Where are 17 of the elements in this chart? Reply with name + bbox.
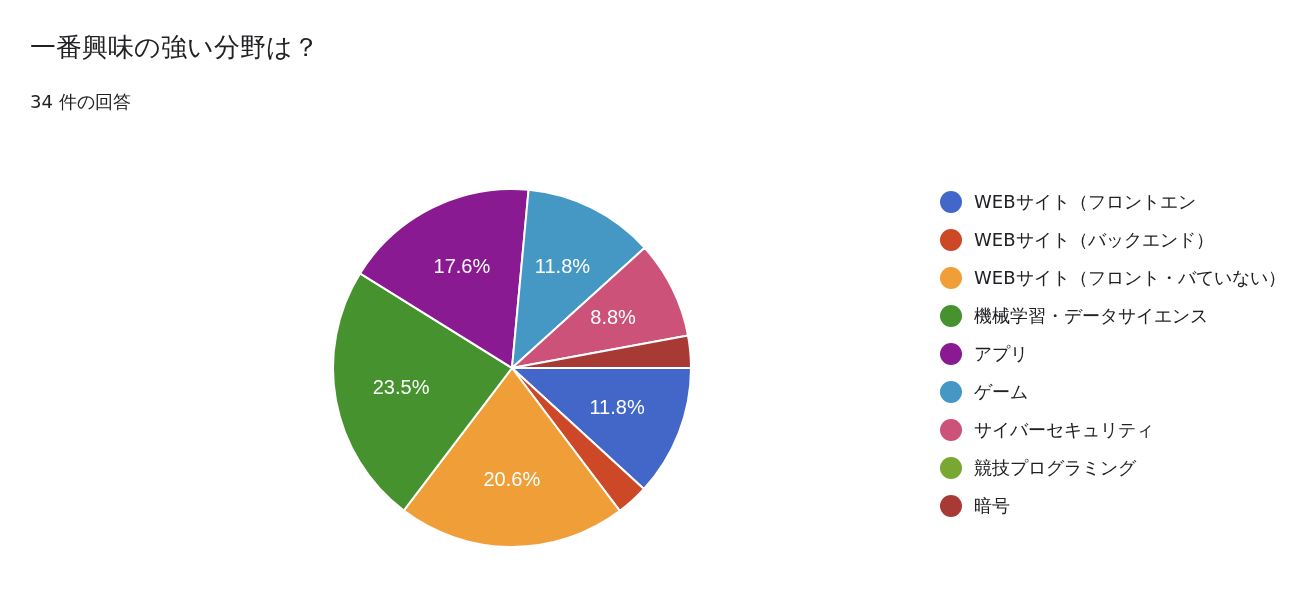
legend-label: 競技プログラミング: [974, 456, 1136, 480]
text: 34 件の回答: [30, 90, 131, 114]
legend-label: WEBサイト（フロント・バていない）: [974, 266, 1286, 290]
data-label: 23.5%: [372, 375, 430, 398]
legend-label: 暗号: [974, 494, 1010, 518]
data-label: 8.8%: [590, 305, 637, 328]
data-label: 11.8%: [534, 254, 591, 277]
legend-label: 機械学習・データサイエンス: [974, 304, 1208, 328]
chart-title: 一番興味の強い分野は？: [30, 31, 319, 64]
data-label: 20.6%: [483, 468, 541, 491]
legend-label: ゲーム: [974, 380, 1028, 404]
legend-label: アプリ: [974, 342, 1028, 366]
legend-label: WEBサイト（フロントエン: [974, 190, 1196, 214]
data-label: 11.8%: [589, 396, 645, 419]
legend-label: WEBサイト（バックエンド）: [974, 228, 1214, 252]
data-label: 17.6%: [433, 254, 491, 277]
legend-label: サイバーセキュリティ: [974, 418, 1154, 442]
